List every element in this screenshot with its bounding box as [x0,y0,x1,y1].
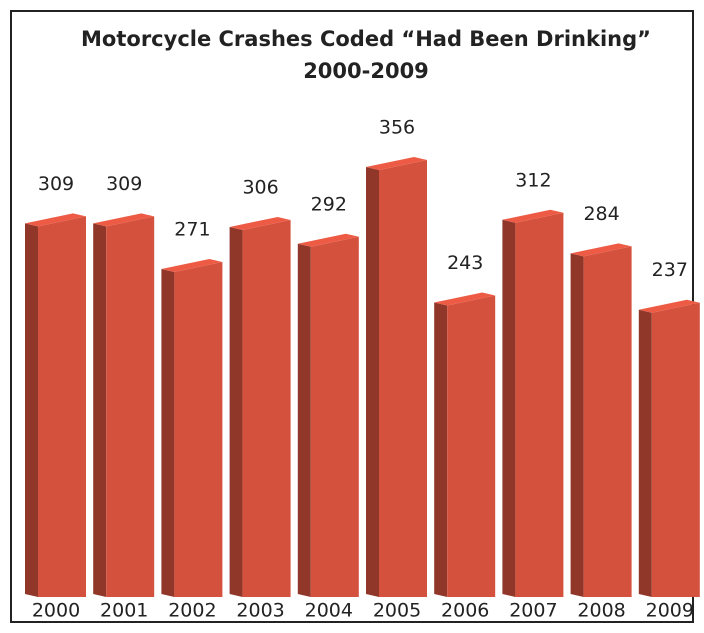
bar-top [366,157,427,170]
bar-front [515,212,564,598]
bar [297,233,359,597]
x-tick-label: 2000 [32,600,80,622]
chart-subtitle: 2000-2009 [303,59,429,83]
data-label: 284 [583,203,619,225]
bar [502,209,564,598]
chart-title: Motorcycle Crashes Coded “Had Been Drink… [81,27,651,51]
bar-front [38,216,86,597]
bar-front [242,219,291,597]
bar-top [502,209,564,223]
bar-top [161,258,223,272]
bar-side [229,226,243,597]
data-label: 292 [311,193,347,215]
bar-side [366,167,379,597]
bar-side [502,219,516,598]
bar-top [434,292,496,306]
bar-top [93,213,155,227]
bar-front [447,295,496,597]
bar-top [297,233,359,247]
data-label: 237 [652,259,688,281]
bar [93,213,155,597]
data-label: 309 [38,173,74,195]
x-tick-label: 2008 [577,600,625,622]
bar-top [25,213,86,227]
bar [366,157,427,597]
x-tick-label: 2007 [509,600,557,622]
bar-top [570,243,632,257]
x-tick-label: 2005 [373,600,421,622]
data-label: 309 [106,173,142,195]
x-tick-label: 2003 [236,600,284,622]
bar [570,243,632,597]
bar-side [638,309,652,597]
x-tick-label: 2002 [168,600,216,622]
bar-side [570,253,584,597]
bar-front [583,246,632,597]
bar-side [434,302,448,597]
bar [638,299,700,597]
x-tick-label: 2001 [100,600,148,622]
x-tick-label: 2004 [305,600,353,622]
bar-front [106,216,155,597]
bar [25,213,86,597]
bar-top [229,216,291,230]
bar-front [310,236,359,597]
data-label: 271 [174,218,210,240]
bar-side [161,268,175,597]
bar [229,216,291,597]
bar [161,258,223,597]
bar-side [25,223,38,597]
bar-side [297,243,311,597]
bar-front [651,302,700,597]
x-tick-label: 2009 [646,600,694,622]
data-label: 312 [515,169,551,191]
data-label: 306 [242,176,278,198]
bar-front [174,261,223,597]
data-label: 243 [447,252,483,274]
data-label: 356 [379,117,415,139]
bar-side [93,223,107,597]
bar-top [638,299,700,313]
bar-front [379,160,427,597]
bar [434,292,496,597]
x-tick-label: 2006 [441,600,489,622]
